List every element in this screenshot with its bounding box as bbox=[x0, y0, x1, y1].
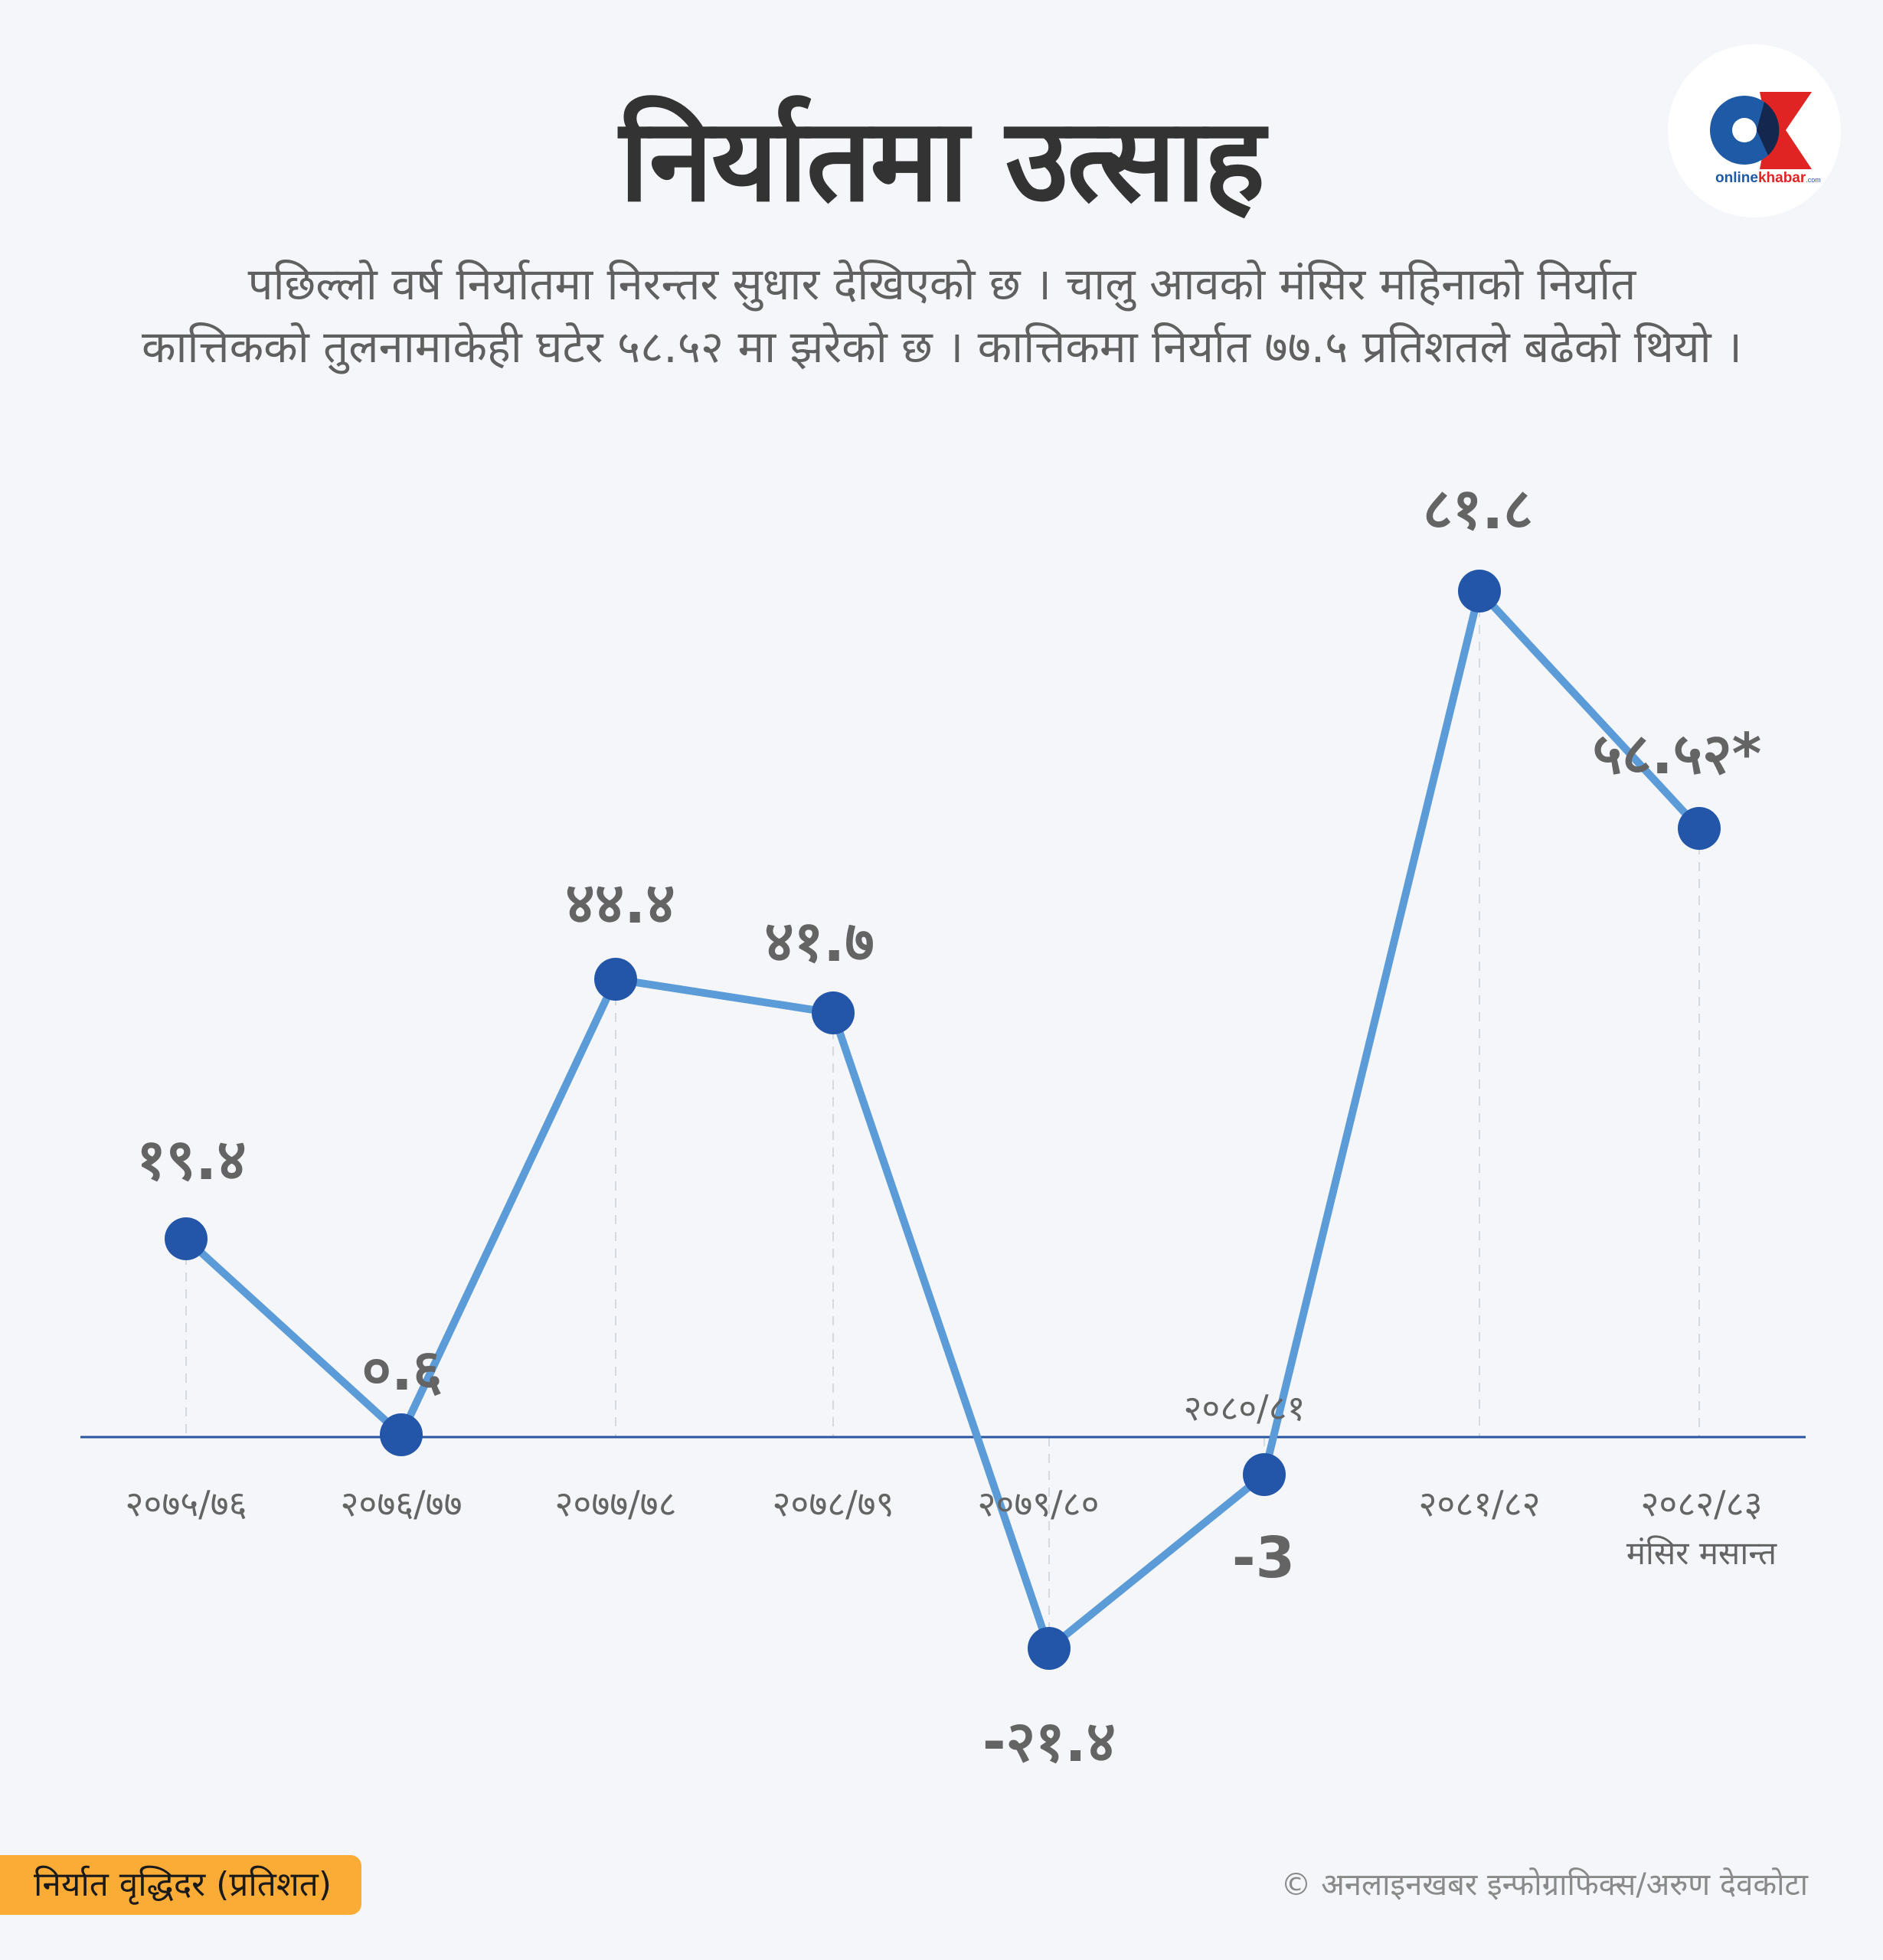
subtitle-line-2: कात्तिकको तुलनामाकेही घटेर ५८.५२ मा झरेक… bbox=[141, 321, 1743, 373]
x-axis-label: २०८०/८१ bbox=[1183, 1387, 1305, 1429]
value-label: ४४.४ bbox=[565, 871, 675, 936]
x-axis-note: मंसिर मसान्त bbox=[1626, 1534, 1777, 1572]
data-point bbox=[165, 1217, 208, 1260]
data-point bbox=[1678, 807, 1721, 850]
data-point bbox=[594, 958, 637, 1001]
data-point bbox=[1458, 570, 1501, 612]
value-label: ८१.८ bbox=[1423, 476, 1533, 542]
x-axis-label: २०७५/७६ bbox=[125, 1483, 247, 1524]
credit-text: अनलाइनखबर इन्फोग्राफिक्स/अरुण देवकोटा bbox=[1321, 1867, 1808, 1903]
x-axis-label: २०७७/७८ bbox=[554, 1483, 676, 1524]
ok-logo-icon: onlinekhabar.com bbox=[1710, 92, 1821, 186]
data-point bbox=[380, 1413, 423, 1456]
credit-line: © अनलाइनखबर इन्फोग्राफिक्स/अरुण देवकोटा bbox=[1281, 1862, 1808, 1908]
x-axis-label: २०७६/७७ bbox=[340, 1483, 462, 1524]
legend-badge: निर्यात वृद्धिदर (प्रतिशत) bbox=[0, 1855, 361, 1915]
value-label: ५८.५२* bbox=[1593, 721, 1762, 787]
value-label: ४१.७ bbox=[764, 909, 874, 975]
value-label: ०.६ bbox=[361, 1338, 442, 1403]
copyright-icon: © bbox=[1280, 1867, 1312, 1903]
svg-text:onlinekhabar.com: onlinekhabar.com bbox=[1715, 170, 1821, 186]
value-label: १९.४ bbox=[136, 1127, 247, 1193]
vertical-guides bbox=[185, 591, 1700, 1648]
x-axis-label: २०७९/८० bbox=[977, 1483, 1099, 1524]
x-axis-label: २०८१/८२ bbox=[1418, 1483, 1540, 1524]
data-markers bbox=[165, 570, 1721, 1670]
subtitle-line-1: पछिल्लो वर्ष निर्यातमा निरन्तर सुधार देख… bbox=[247, 258, 1636, 310]
data-point bbox=[1243, 1453, 1286, 1496]
value-label: -3 bbox=[1232, 1525, 1295, 1591]
value-label: -२१.४ bbox=[982, 1709, 1116, 1775]
series-line bbox=[183, 587, 1702, 1652]
x-axis-label: २०७८/७९ bbox=[772, 1483, 894, 1524]
data-point bbox=[1028, 1627, 1071, 1670]
subtitle: पछिल्लो वर्ष निर्यातमा निरन्तर सुधार देख… bbox=[46, 253, 1838, 378]
x-axis-label: २०८२/८३ bbox=[1640, 1483, 1762, 1524]
page-title: निर्यातमा उत्साह bbox=[619, 94, 1265, 227]
onlinekhabar-logo: onlinekhabar.com bbox=[1668, 44, 1841, 217]
data-point bbox=[812, 991, 855, 1034]
